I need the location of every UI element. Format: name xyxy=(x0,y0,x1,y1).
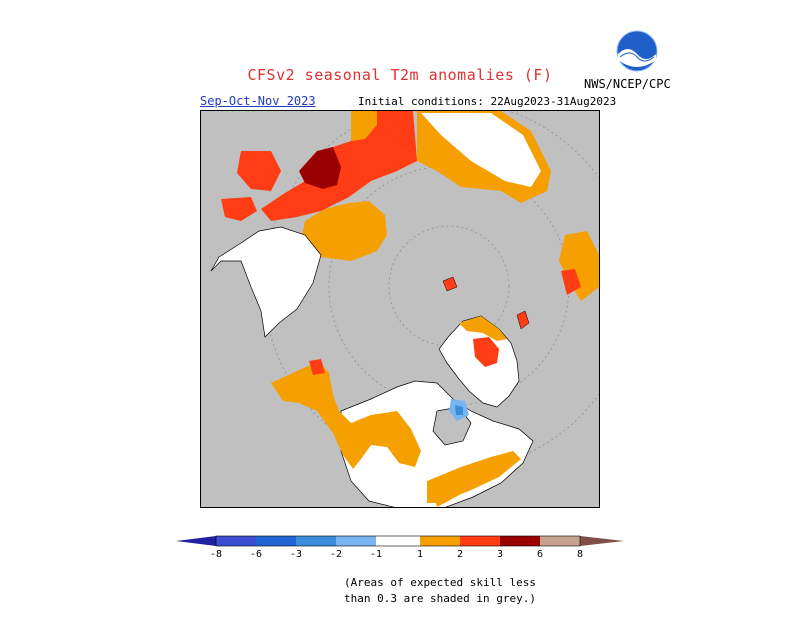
skill-note-line-1: (Areas of expected skill less xyxy=(343,576,537,589)
europe-neutral-region xyxy=(421,113,541,187)
legend-tick: 2 xyxy=(457,549,463,560)
east-canada-warm-edge xyxy=(431,461,497,507)
legend-swatch xyxy=(216,536,256,546)
legend-tick: -2 xyxy=(330,549,342,560)
legend-warm-arrow xyxy=(580,536,624,546)
legend-swatch xyxy=(540,536,580,546)
legend-frame xyxy=(215,535,581,547)
alaska-warm-region xyxy=(271,361,421,469)
greenland-warm-rim xyxy=(459,316,507,341)
legend-swatch xyxy=(500,536,540,546)
siberia-warm-region xyxy=(301,201,387,261)
legend-tick: -1 xyxy=(370,549,382,560)
east-europe-hot-patch xyxy=(561,269,581,295)
legend-tick: -3 xyxy=(290,549,302,560)
season-label: Sep-Oct-Nov 2023 xyxy=(200,94,316,108)
color-legend: -8 -6 -3 -2 -1 1 2 3 6 8 xyxy=(176,535,624,560)
alaska-red-patch xyxy=(309,359,325,375)
polar-anomaly-map xyxy=(200,110,600,508)
initial-conditions-label: Initial conditions: 22Aug2023-31Aug2023 xyxy=(358,95,617,108)
skill-note: (Areas of expected skill less than 0.3 a… xyxy=(330,575,550,607)
north-siberia-orange xyxy=(351,111,377,141)
far-east-warm-patch xyxy=(237,151,281,191)
map-title: CFSv2 seasonal T2m anomalies (F) xyxy=(247,66,553,84)
iceland-region xyxy=(516,310,530,330)
legend-swatch xyxy=(336,536,376,546)
legend-tick: 8 xyxy=(577,549,583,560)
map-canvas xyxy=(201,111,599,507)
legend-swatch xyxy=(296,536,336,546)
legend-swatch xyxy=(420,536,460,546)
legend-tick: -8 xyxy=(210,549,222,560)
legend-swatch xyxy=(460,536,500,546)
cold-anomaly-core xyxy=(455,405,463,415)
east-europe-warm-patch xyxy=(559,231,599,301)
legend-tick: 6 xyxy=(537,549,543,560)
legend-tick: 3 xyxy=(497,549,503,560)
greenland-warm-core xyxy=(473,337,499,367)
far-east-warm-patch-2 xyxy=(221,197,257,221)
legend-swatch xyxy=(256,536,296,546)
agency-label: NWS/NCEP/CPC xyxy=(584,77,671,91)
legend-swatch xyxy=(376,536,420,546)
svalbard-region xyxy=(442,276,458,292)
skill-note-line-2: than 0.3 are shaded in grey.) xyxy=(343,592,537,605)
noaa-logo xyxy=(616,30,658,72)
north-siberia-hot-core xyxy=(299,147,341,189)
legend-tick: 1 xyxy=(417,549,423,560)
legend-cold-arrow xyxy=(176,536,216,546)
legend-tick: -6 xyxy=(250,549,262,560)
siberia-neutral-region xyxy=(210,226,322,338)
